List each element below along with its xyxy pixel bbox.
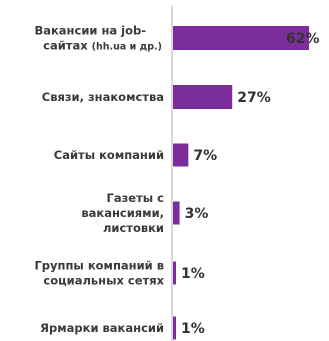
bar-5 xyxy=(173,261,176,285)
category-label-1: Вакансии на job-сайтах (hh.ua и др.) xyxy=(34,24,162,53)
bar-1 xyxy=(173,26,309,50)
value-label-2: 27% xyxy=(237,90,271,106)
value-label-3: 7% xyxy=(193,148,217,164)
bar-2 xyxy=(173,85,233,109)
bars-group xyxy=(173,26,309,340)
bar-6 xyxy=(173,316,176,340)
bar-3 xyxy=(173,143,189,167)
bar-4 xyxy=(173,201,180,225)
category-label-3: Сайты компаний xyxy=(54,148,164,162)
category-label-4: Газеты с вакансиями, листовки xyxy=(81,191,164,235)
value-label-6: 1% xyxy=(181,321,205,337)
value-label-1: 62% xyxy=(286,31,320,47)
category-label-6: Ярмарки вакансий xyxy=(40,321,164,335)
category-label-5: Группы компаний в социальных сетях xyxy=(34,259,164,288)
value-labels: 62% 27% 7% 3% 1% 1% xyxy=(181,31,320,337)
value-label-4: 3% xyxy=(185,206,209,222)
value-label-5: 1% xyxy=(181,266,205,282)
category-labels: Вакансии на job-сайтах (hh.ua и др.) Связ… xyxy=(34,24,164,336)
category-label-2: Связи, знакомства xyxy=(42,90,164,104)
